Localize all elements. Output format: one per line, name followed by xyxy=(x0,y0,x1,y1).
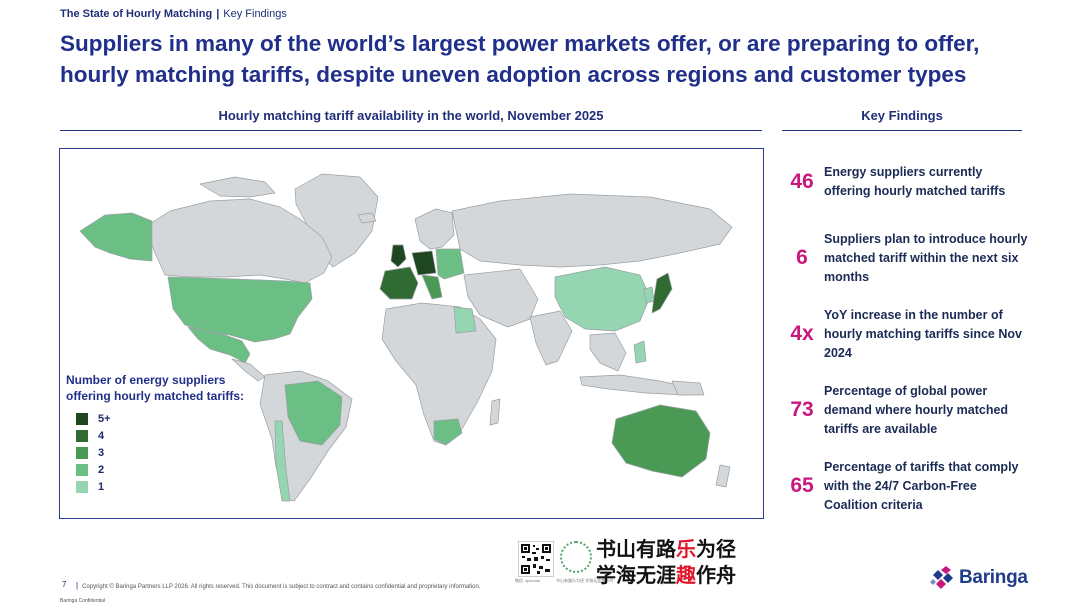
key-finding-item: 73 Percentage of global power demand whe… xyxy=(780,380,1040,440)
finding-text: Energy suppliers currently offering hour… xyxy=(824,165,1006,198)
map-region-iceland xyxy=(357,212,377,224)
legend-swatch xyxy=(76,446,88,459)
world-map-frame xyxy=(59,148,764,519)
finding-text: Percentage of tariffs that comply with t… xyxy=(824,459,1019,512)
map-region-brazil xyxy=(284,380,343,446)
key-finding-item: 4x YoY increase in the number of hourly … xyxy=(780,304,1040,364)
promo-line-2-b: 作舟 xyxy=(696,563,736,587)
map-region-chile xyxy=(274,420,291,502)
key-findings-rule xyxy=(782,130,1022,131)
world-map xyxy=(79,173,733,502)
finding-number: 4x xyxy=(790,322,814,345)
map-region-southeast-asia xyxy=(589,332,627,372)
map-region-central-america xyxy=(231,358,266,382)
legend-item: 4 xyxy=(66,427,246,444)
map-region-russia xyxy=(451,193,733,268)
key-finding-item: 46 Energy suppliers currently offering h… xyxy=(780,152,1040,212)
map-region-egypt xyxy=(453,306,477,334)
legend-swatch xyxy=(76,463,88,476)
legend-item: 5+ xyxy=(66,410,246,427)
finding-text: Percentage of global power demand where … xyxy=(824,383,1009,436)
qr-caption: 微信: sjxnmao xyxy=(515,578,541,583)
promo-text: 书山有路乐为径 学海无涯趣作舟 xyxy=(596,536,736,588)
map-region-italy xyxy=(421,274,443,300)
promo-line-1-highlight: 乐 xyxy=(676,537,696,561)
logo-text: Baringa xyxy=(959,567,1028,588)
map-region-madagascar xyxy=(489,398,501,426)
key-finding-item: 65 Percentage of tariffs that comply wit… xyxy=(780,456,1040,516)
map-heading: Hourly matching tariff availability in t… xyxy=(218,108,604,123)
legend-label: 2 xyxy=(98,463,105,476)
map-region-france-iberia xyxy=(379,266,419,300)
finding-text: Suppliers plan to introduce hourly match… xyxy=(824,231,1028,284)
map-region-eastern-europe xyxy=(435,248,465,280)
map-region-australia xyxy=(611,404,711,478)
map-region-usa xyxy=(167,276,313,343)
map-region-png xyxy=(671,380,705,396)
legend-swatch xyxy=(76,429,88,442)
breadcrumb-separator: | xyxy=(216,8,220,20)
map-region-uk xyxy=(390,244,407,268)
breadcrumb-section: The State of Hourly Matching xyxy=(60,8,213,20)
legend-swatch xyxy=(76,412,88,425)
legend-list: 5+ 4 3 2 1 xyxy=(66,410,246,495)
key-finding-item: 6 Suppliers plan to introduce hourly mat… xyxy=(780,228,1040,288)
map-region-indonesia xyxy=(579,374,689,396)
map-region-china xyxy=(554,266,651,332)
qr-code-icon xyxy=(521,544,551,574)
finding-text: YoY increase in the number of hourly mat… xyxy=(824,307,1022,360)
finding-number: 6 xyxy=(796,246,808,269)
map-region-germany xyxy=(411,250,437,276)
promo-line-1-b: 为径 xyxy=(696,537,736,561)
breadcrumb-subsection: Key Findings xyxy=(223,8,287,20)
key-findings-heading: Key Findings xyxy=(861,108,943,123)
legend-title: Number of energy suppliers offering hour… xyxy=(66,373,245,403)
promo-line-1-a: 书山有路 xyxy=(596,537,676,561)
map-region-japan xyxy=(651,272,673,314)
promo-line-2-a: 学海无涯 xyxy=(596,563,676,587)
map-region-scandinavia xyxy=(414,208,455,250)
map-region-india xyxy=(529,310,573,366)
map-legend: Number of energy suppliers offering hour… xyxy=(66,372,246,495)
map-region-south-africa xyxy=(433,418,463,446)
baringa-logo-icon xyxy=(930,566,953,589)
legend-label: 4 xyxy=(98,429,105,442)
badge-caption: 书山有路乐为径 学海无涯趣作舟 xyxy=(556,578,614,583)
baringa-logo: Baringa xyxy=(930,566,1028,590)
page-number: 7 xyxy=(62,580,67,589)
finding-number: 46 xyxy=(790,170,814,193)
legend-item: 3 xyxy=(66,444,246,461)
slide-title: Suppliers in many of the world’s largest… xyxy=(60,31,980,87)
legend-label: 5+ xyxy=(98,412,111,425)
map-heading-rule xyxy=(60,130,762,131)
map-region-arctic-islands xyxy=(199,176,276,198)
badge-icon xyxy=(560,541,592,573)
promo-line-2: 学海无涯趣作舟 xyxy=(596,562,736,588)
map-region-new-zealand xyxy=(715,464,731,488)
confidential-label: Baringa Confidential xyxy=(60,598,106,604)
map-region-middle-east xyxy=(463,268,539,328)
finding-number: 65 xyxy=(790,474,814,497)
map-region-alaska xyxy=(79,212,153,262)
legend-label: 1 xyxy=(98,480,105,493)
finding-number: 73 xyxy=(790,398,814,421)
qr-code[interactable] xyxy=(518,541,554,577)
map-region-korea xyxy=(643,286,655,304)
map-region-canada xyxy=(144,198,333,284)
legend-swatch xyxy=(76,480,88,493)
legend-item: 2 xyxy=(66,461,246,478)
promo-line-2-highlight: 趣 xyxy=(676,563,696,587)
legend-label: 3 xyxy=(98,446,105,459)
breadcrumb: The State of Hourly Matching | Key Finding… xyxy=(60,8,287,20)
promo-line-1: 书山有路乐为径 xyxy=(596,536,736,562)
legend-item: 1 xyxy=(66,478,246,495)
map-region-philippines xyxy=(633,340,647,364)
copyright-text: Copyright © Baringa Partners LLP 2026. A… xyxy=(76,581,480,590)
